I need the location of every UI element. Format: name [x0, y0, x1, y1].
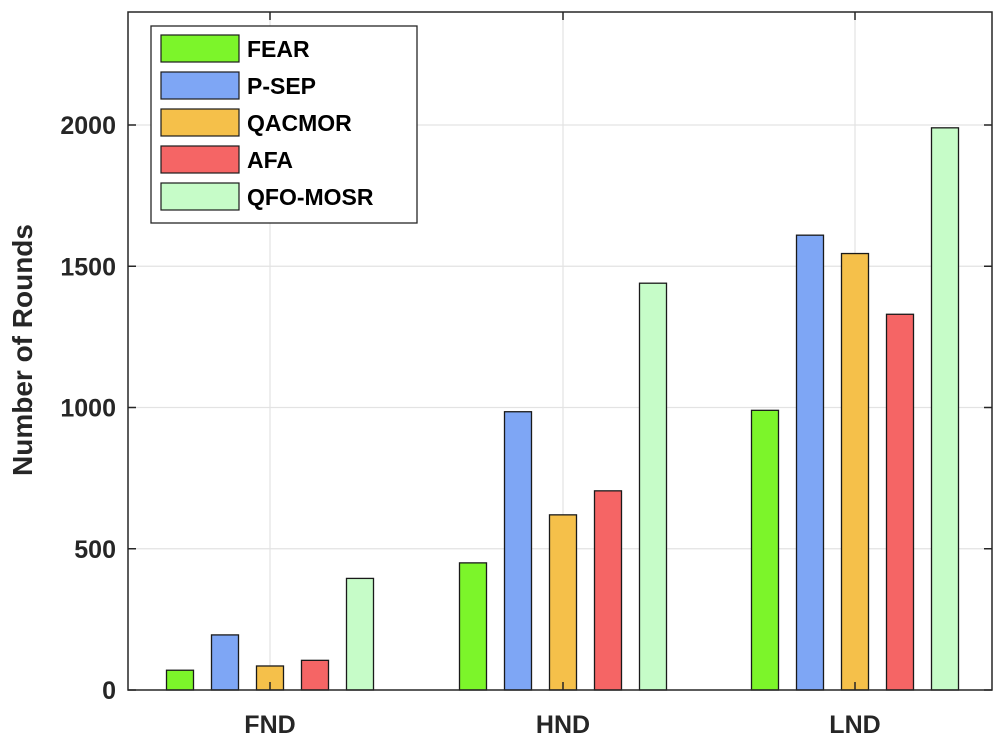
y-tick-label: 1000 [60, 395, 116, 423]
bar-qacmor-hnd [548, 514, 578, 691]
legend-swatch-afa [160, 145, 240, 174]
legend-swatch-p-sep [160, 71, 240, 100]
y-tick-label: 2000 [60, 112, 116, 140]
y-tick-label: 1500 [60, 253, 116, 281]
bar-qfo-mosr-lnd [930, 127, 960, 691]
legend-label-qfo-mosr: QFO-MOSR [247, 184, 374, 210]
legend-label-afa: AFA [247, 147, 293, 173]
plot-frame [127, 11, 993, 691]
bars [165, 127, 960, 691]
y-tick-label: 500 [74, 536, 116, 564]
y-axis-label: Number of Rounds [7, 224, 38, 476]
bar-afa-lnd [885, 313, 915, 691]
x-tick-label-hnd: HND [536, 711, 590, 739]
legend-label-fear: FEAR [247, 36, 310, 62]
bar-p-sep-lnd [795, 234, 825, 691]
legend: FEAR P-SEP QACMOR AFA QFO-MOSR [150, 25, 418, 224]
y-axis-ticks: 0 500 1000 1500 2000 [60, 112, 992, 705]
legend-label-qacmor: QACMOR [247, 110, 352, 136]
bar-qfo-mosr-hnd [638, 282, 668, 691]
bar-qacmor-lnd [840, 252, 870, 691]
legend-label-p-sep: P-SEP [247, 73, 316, 99]
bar-p-sep-fnd [210, 634, 240, 691]
legend-swatch-qacmor [160, 108, 240, 137]
bar-qfo-mosr-fnd [345, 577, 375, 691]
legend-swatch-fear [160, 34, 240, 63]
x-axis-ticks: FND HND LND [244, 12, 881, 739]
bar-afa-hnd [593, 490, 623, 691]
x-tick-label-lnd: LND [829, 711, 880, 739]
bar-afa-fnd [300, 659, 330, 691]
bar-fear-fnd [165, 669, 195, 691]
bar-p-sep-hnd [503, 411, 533, 691]
y-tick-label: 0 [102, 677, 116, 705]
legend-swatch-qfo-mosr [160, 182, 240, 211]
bar-fear-hnd [458, 562, 488, 691]
x-tick-label-fnd: FND [244, 711, 295, 739]
bar-fear-lnd [750, 409, 780, 691]
